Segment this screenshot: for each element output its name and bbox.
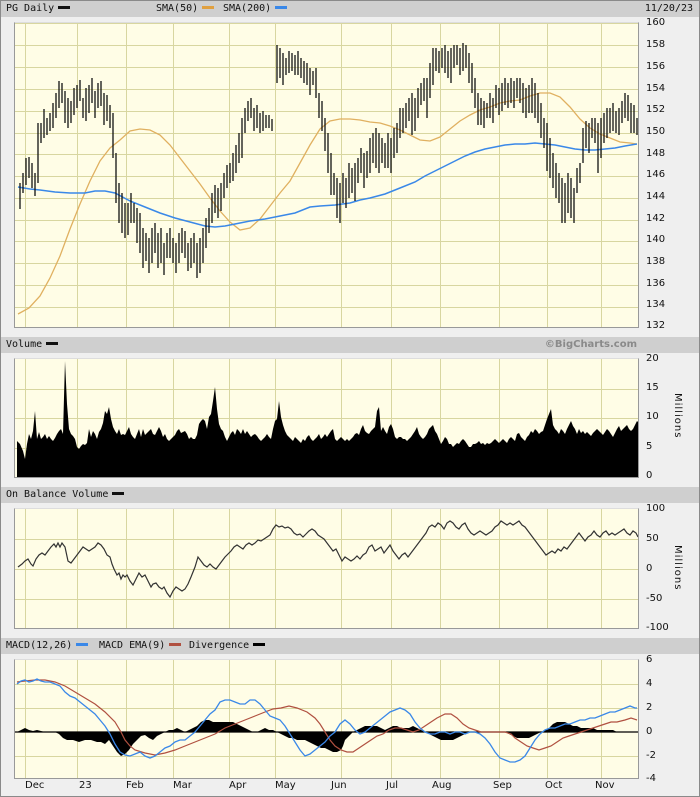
price-tick: 132 <box>646 320 666 331</box>
sma50-legend: SMA(50) <box>156 1 215 17</box>
macd-header: MACD(12,26) MACD EMA(9) Divergence <box>1 638 699 654</box>
macd-tick: 2 <box>646 702 653 713</box>
obv-chart <box>15 509 638 628</box>
obv-tick: 50 <box>646 533 659 544</box>
x-axis-label: May <box>275 780 296 791</box>
price-tick: 160 <box>646 17 666 28</box>
volume-panel <box>14 358 639 478</box>
sma200-legend: SMA(200) <box>223 1 288 17</box>
symbol-legend: PG Daily <box>6 1 71 17</box>
x-axis-label: Oct <box>545 780 563 791</box>
price-tick: 138 <box>646 256 666 267</box>
volume-label: Volume <box>6 339 43 350</box>
x-axis-label: Nov <box>595 780 615 791</box>
macd-grid <box>15 660 638 778</box>
volume-chart <box>15 359 638 477</box>
obv-tick: -50 <box>646 593 663 604</box>
volume-tick: 15 <box>646 382 659 393</box>
volume-area <box>17 361 638 477</box>
symbol-label: PG Daily <box>6 3 55 14</box>
x-axis-label: Sep <box>493 780 512 791</box>
x-axis-label: Apr <box>229 780 247 791</box>
volume-tick: 5 <box>646 441 653 452</box>
x-axis-label: 23 <box>79 780 92 791</box>
price-tick: 150 <box>646 126 666 137</box>
price-tick: 156 <box>646 61 666 72</box>
macd-label: MACD(12,26) <box>6 640 73 651</box>
obv-swatch-icon <box>112 491 125 495</box>
price-tick: 144 <box>646 191 666 202</box>
macd-ema-label: MACD EMA(9) <box>99 640 166 651</box>
macd-legend: MACD(12,26) <box>6 638 89 654</box>
price-tick: 154 <box>646 83 666 94</box>
macd-panel <box>14 659 639 779</box>
price-tick: 136 <box>646 278 666 289</box>
price-bars <box>19 43 638 278</box>
divergence-swatch-icon <box>253 642 266 646</box>
macd-ema-swatch-icon <box>169 642 182 646</box>
obv-header: On Balance Volume <box>1 487 699 503</box>
volume-tick: 0 <box>646 470 653 481</box>
price-tick: 148 <box>646 148 666 159</box>
price-grid <box>15 23 638 327</box>
obv-grid <box>15 509 638 628</box>
obv-tick: 0 <box>646 563 653 574</box>
price-tick: 134 <box>646 299 666 310</box>
date-label: 11/20/23 <box>644 3 693 14</box>
volume-unit-label: Millions <box>672 393 683 439</box>
volume-tick: 10 <box>646 411 659 422</box>
obv-unit-label: Millions <box>672 545 683 591</box>
volume-legend: Volume <box>6 337 59 353</box>
volume-swatch-icon <box>46 341 59 345</box>
divergence-legend: Divergence <box>189 638 266 654</box>
macd-ema-legend: MACD EMA(9) <box>99 638 182 654</box>
price-tick: 142 <box>646 213 666 224</box>
price-swatch-icon <box>58 5 71 9</box>
sma200-line <box>17 142 638 228</box>
x-axis-label: Dec <box>25 780 45 791</box>
sma200-swatch-icon <box>275 5 288 9</box>
price-tick: 146 <box>646 169 666 180</box>
macd-tick: 6 <box>646 654 653 665</box>
price-tick: 152 <box>646 104 666 115</box>
price-header: PG Daily SMA(50) SMA(200) 11/20/23 <box>1 1 699 17</box>
volume-tick: 20 <box>646 353 659 364</box>
obv-line <box>17 520 638 599</box>
obv-tick: -100 <box>646 622 669 633</box>
macd-chart <box>15 660 638 778</box>
x-axis-label: Jun <box>331 780 347 791</box>
obv-panel <box>14 508 639 629</box>
divergence-label: Divergence <box>189 640 250 651</box>
macd-line <box>16 678 637 763</box>
macd-tick: 4 <box>646 678 653 689</box>
x-axis-label: Jul <box>386 780 399 791</box>
x-axis-label: Mar <box>173 780 192 791</box>
copyright-label: ©BigCharts.com <box>544 339 637 350</box>
price-tick: 158 <box>646 39 666 50</box>
price-chart <box>15 23 638 327</box>
macd-tick: 0 <box>646 726 653 737</box>
price-tick: 140 <box>646 234 666 245</box>
sma50-label: SMA(50) <box>156 3 199 14</box>
volume-header: Volume ©BigCharts.com <box>1 337 699 353</box>
obv-tick: 100 <box>646 503 666 514</box>
price-panel <box>14 22 639 328</box>
macd-swatch-icon <box>76 642 89 646</box>
x-axis-label: Aug <box>432 780 452 791</box>
sma50-line <box>17 92 638 315</box>
obv-label: On Balance Volume <box>6 489 109 500</box>
sma50-swatch-icon <box>202 5 215 9</box>
macd-tick: -4 <box>646 773 656 784</box>
sma200-label: SMA(200) <box>223 3 272 14</box>
macd-tick: -2 <box>646 750 656 761</box>
x-axis-label: Feb <box>126 780 144 791</box>
obv-legend: On Balance Volume <box>6 487 125 503</box>
